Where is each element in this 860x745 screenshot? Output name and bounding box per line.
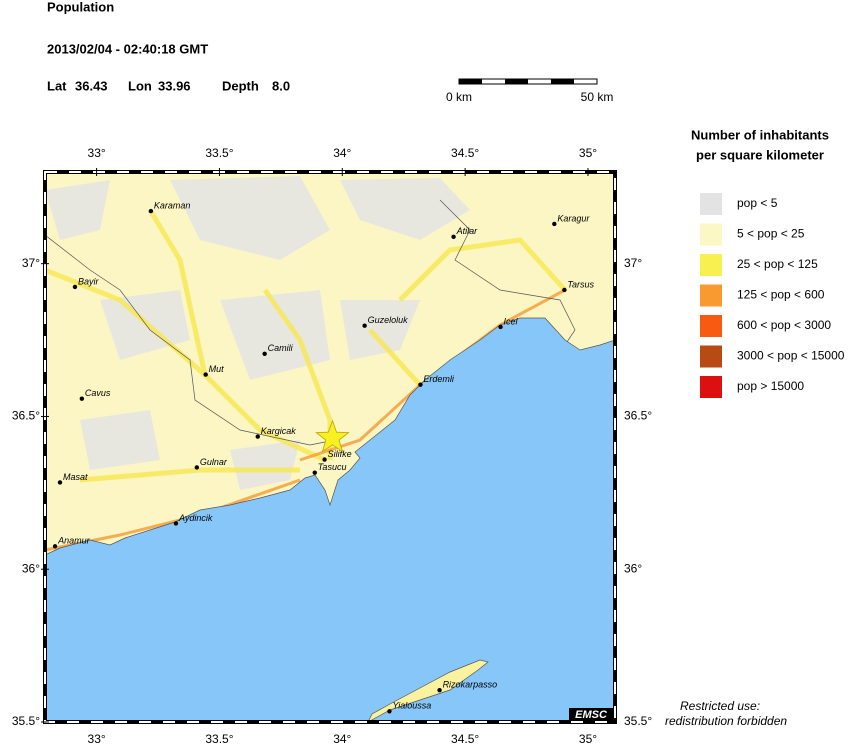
x-tick-label: 33° [88,732,106,745]
city-dot [451,234,456,239]
city-label: Yialoussa [392,701,431,711]
legend-label: 125 < pop < 600 [737,288,825,302]
legend-swatch [700,345,722,368]
legend-label: 600 < pop < 3000 [737,318,831,332]
legend-swatch [700,223,722,246]
city-dot [194,465,200,470]
city-label: Camili [268,343,294,353]
legend-label: 5 < pop < 25 [737,227,805,241]
city-dot [552,221,557,227]
badge: EMSC [575,709,608,721]
city-label: Atilar [456,226,479,236]
x-tick-label: 35° [579,146,597,160]
city-label: Mut [209,364,225,374]
depth-value: 8.0 [272,78,290,93]
city-dot [362,323,367,328]
y-tick-label: 36.5° [12,409,40,423]
city-label: Erdemli [423,374,455,384]
y-tick-label: 37° [624,256,642,270]
title: Population [47,0,114,14]
x-tick-label: 34.5° [451,732,479,745]
city-label: Gulnar [200,457,228,467]
legend-swatch [700,284,722,307]
y-tick-label: 37° [22,256,40,270]
city-dot [262,351,267,357]
city-dot [148,208,154,214]
city-dot [79,396,85,401]
badge-bg [569,708,614,721]
city-dot [322,457,327,462]
scale-start: 0 km [446,90,472,104]
city-dot [562,287,567,293]
city-label: Icel [504,316,519,326]
city-label: Guzeloluk [368,315,409,325]
x-tick-label: 34.5° [451,146,479,160]
lat-label: Lat [47,78,67,93]
scale-end: 50 km [581,90,614,104]
y-tick-label: 35.5° [12,714,40,728]
city-label: Bayir [78,276,100,286]
legend-swatch [700,193,722,215]
city-dot [255,434,260,439]
city-dot [173,521,179,526]
y-tick-label: 36° [624,561,642,575]
legend-title: per square kilometer [696,147,824,162]
note: Restricted use: [680,699,760,713]
depth-label: Depth [222,78,259,93]
city-label: Aydincik [178,513,213,523]
x-tick-label: 34° [333,146,351,160]
legend-swatch [700,254,722,276]
city-dot [387,709,392,714]
city-dot [498,324,503,330]
city-dot [437,688,442,693]
legend-label: pop > 15000 [737,379,804,393]
city-label: Masat [63,472,88,482]
x-tick-label: 34° [333,732,351,745]
y-tick-label: 36° [22,561,40,575]
epicenter [315,419,350,453]
x-tick-label: 35° [579,732,597,745]
legend-swatch [700,376,722,398]
city-dot [418,382,423,387]
city-dot [52,544,58,549]
city-label: Kargicak [261,426,297,436]
scale-bar [458,78,598,85]
city-label: Anamur [57,536,91,546]
city-dot [312,470,317,475]
city-label: Tasucu [318,462,347,472]
legend-swatch [700,315,722,337]
lon-label: Lon [128,78,152,93]
city-dot [72,284,78,290]
x-tick-label: 33.5° [205,732,233,745]
city-dot [203,372,208,377]
map-area [45,172,615,722]
y-tick-label: 36.5° [624,409,652,423]
map-frame-dash [44,171,616,723]
city-label: Rizokarpasso [443,680,498,690]
legend-label: pop < 5 [737,196,778,210]
city-label: Silifke [328,449,352,459]
legend-label: 25 < pop < 125 [737,257,818,271]
city-label: Karagur [557,213,590,223]
city-dot [57,480,63,485]
x-tick-label: 33.5° [205,146,233,160]
city-label: Cavus [85,388,111,398]
legend-label: 3000 < pop < 15000 [737,349,845,363]
lon-value: 33.96 [158,78,191,93]
city-label: Karaman [154,200,191,210]
y-tick-label: 35.5° [624,714,652,728]
x-tick-label: 33° [88,146,106,160]
note: redistribution forbidden [665,714,787,728]
legend-title: Number of inhabitants [691,127,829,142]
city-label: Tarsus [567,279,594,289]
lat-value: 36.43 [75,78,108,93]
datetime: 2013/02/04 - 02:40:18 GMT [47,41,208,56]
